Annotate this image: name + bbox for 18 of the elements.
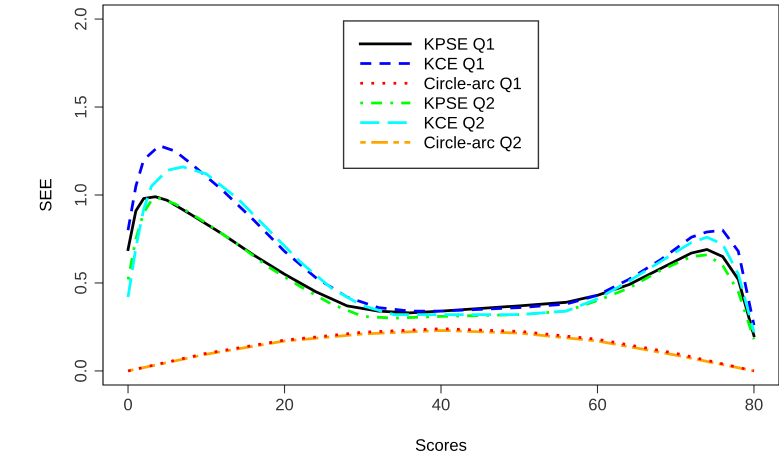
x-tick-label: 40 [432,398,450,410]
legend-label: KPSE Q1 [424,38,494,53]
x-axis-title: Scores [416,439,466,451]
legend-label: Circle-arc Q1 [424,77,521,92]
legend-label: KCE Q1 [424,58,484,73]
y-axis-title: SEE [40,179,52,211]
y-tick-label: 0.5 [74,272,87,294]
x-tick-label: 80 [745,398,763,410]
legend-label: Circle-arc Q2 [424,136,521,152]
y-tick-label: 0.0 [74,360,87,382]
y-tick-label: 1.5 [74,96,87,118]
legend-label: KCE Q2 [424,116,484,132]
y-tick-label: 2.0 [74,8,87,30]
x-tick-label: 20 [276,398,294,410]
legend-label: KPSE Q2 [424,97,494,112]
y-tick-label: 1.0 [74,184,87,206]
x-tick-label: 0 [124,398,132,410]
x-tick-label: 60 [589,398,606,410]
